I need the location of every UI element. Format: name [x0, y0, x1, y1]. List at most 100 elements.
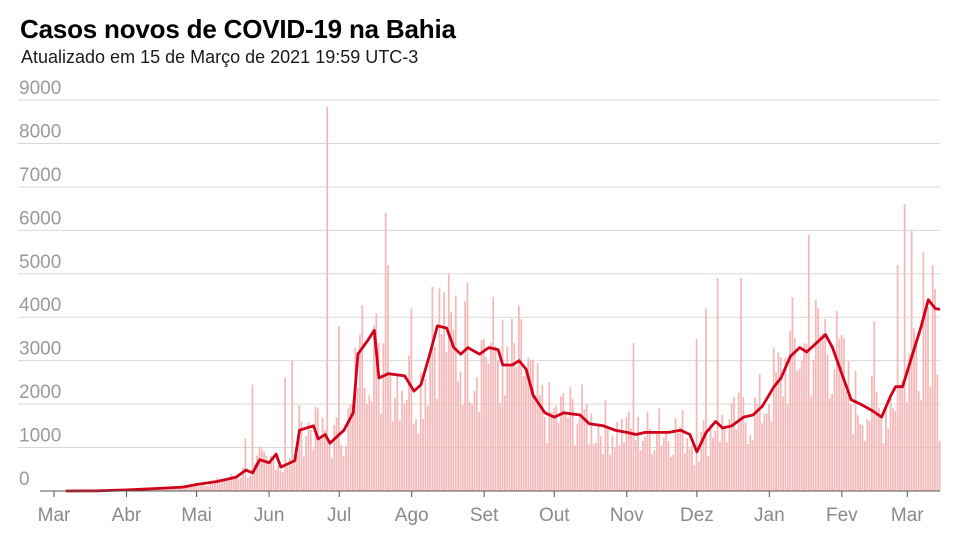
bar [487, 363, 490, 491]
bar [784, 357, 787, 491]
bar [885, 409, 887, 491]
bar [468, 402, 471, 491]
bar [412, 423, 415, 491]
bar [679, 427, 682, 491]
bar [616, 422, 618, 491]
bar [639, 450, 642, 491]
bar [237, 478, 240, 491]
bar [494, 345, 497, 491]
bar [499, 403, 502, 491]
bar [662, 437, 665, 491]
bar [632, 343, 635, 491]
bar [480, 340, 483, 491]
bar [761, 423, 763, 491]
bar [887, 428, 890, 491]
bar [583, 409, 586, 491]
bar [592, 444, 595, 491]
bar [772, 347, 775, 491]
bar [770, 421, 773, 491]
bar [197, 486, 200, 491]
bar [286, 466, 289, 491]
bar [478, 412, 481, 491]
bar [431, 286, 434, 491]
bar [793, 338, 796, 491]
bar [471, 404, 474, 491]
bar [705, 308, 707, 491]
bar [328, 444, 331, 491]
chart-subtitle: Atualizado em 15 de Março de 2021 19:59 … [21, 47, 419, 67]
bar [338, 325, 340, 491]
y-tick-label: 5000 [19, 252, 61, 273]
bar [597, 423, 600, 491]
bar [878, 407, 880, 491]
bar [634, 439, 637, 491]
bar [560, 396, 562, 491]
bar [835, 311, 838, 491]
bar [669, 457, 672, 491]
moving-average-series [65, 298, 941, 493]
bar [410, 308, 413, 491]
y-tick-label: 0 [19, 469, 30, 490]
bar [391, 421, 394, 491]
bar [842, 337, 845, 491]
bar [896, 265, 899, 491]
bar [789, 331, 791, 491]
bar [225, 479, 228, 491]
x-tick-label: Dez [680, 505, 714, 526]
bar [270, 455, 272, 491]
bar [709, 424, 712, 491]
bar [737, 392, 740, 491]
bar [281, 472, 284, 491]
bar [845, 391, 848, 491]
bar [847, 361, 850, 491]
bar [377, 343, 380, 491]
bar [630, 428, 632, 491]
bar [861, 425, 864, 491]
y-tick-label: 8000 [19, 121, 61, 142]
bar [321, 417, 324, 491]
bar [735, 429, 738, 491]
bar [426, 406, 429, 491]
bar [751, 440, 754, 491]
bar [765, 413, 768, 491]
bar [295, 454, 298, 491]
bar [763, 414, 766, 491]
bar [929, 386, 932, 491]
bar [908, 354, 911, 491]
bars-series [64, 106, 941, 492]
bar [340, 444, 343, 491]
bar [931, 265, 934, 491]
bar [548, 382, 551, 491]
bar [742, 397, 745, 491]
bar [819, 335, 822, 491]
bar [167, 488, 170, 491]
bar [396, 376, 399, 491]
bar [627, 411, 630, 491]
bar [796, 370, 798, 491]
bar [693, 465, 696, 491]
bar [352, 401, 354, 491]
bar [232, 478, 235, 491]
bar [758, 373, 761, 491]
bar [520, 319, 523, 491]
bar [798, 368, 801, 491]
bar [333, 425, 336, 491]
bar [578, 417, 581, 491]
bar [193, 484, 195, 491]
bar [309, 429, 312, 491]
bar [316, 408, 319, 491]
bar [564, 412, 567, 491]
bar [812, 359, 815, 491]
bar [263, 451, 265, 491]
bar [298, 405, 301, 491]
bar [721, 414, 724, 491]
bar [279, 470, 282, 491]
bar [518, 305, 520, 491]
y-tick-label: 4000 [19, 295, 61, 316]
x-tick-label: Jan [754, 505, 785, 526]
bar [249, 475, 251, 491]
bar [641, 441, 644, 491]
bar [686, 438, 689, 491]
bar [585, 404, 588, 491]
bar [394, 397, 396, 491]
